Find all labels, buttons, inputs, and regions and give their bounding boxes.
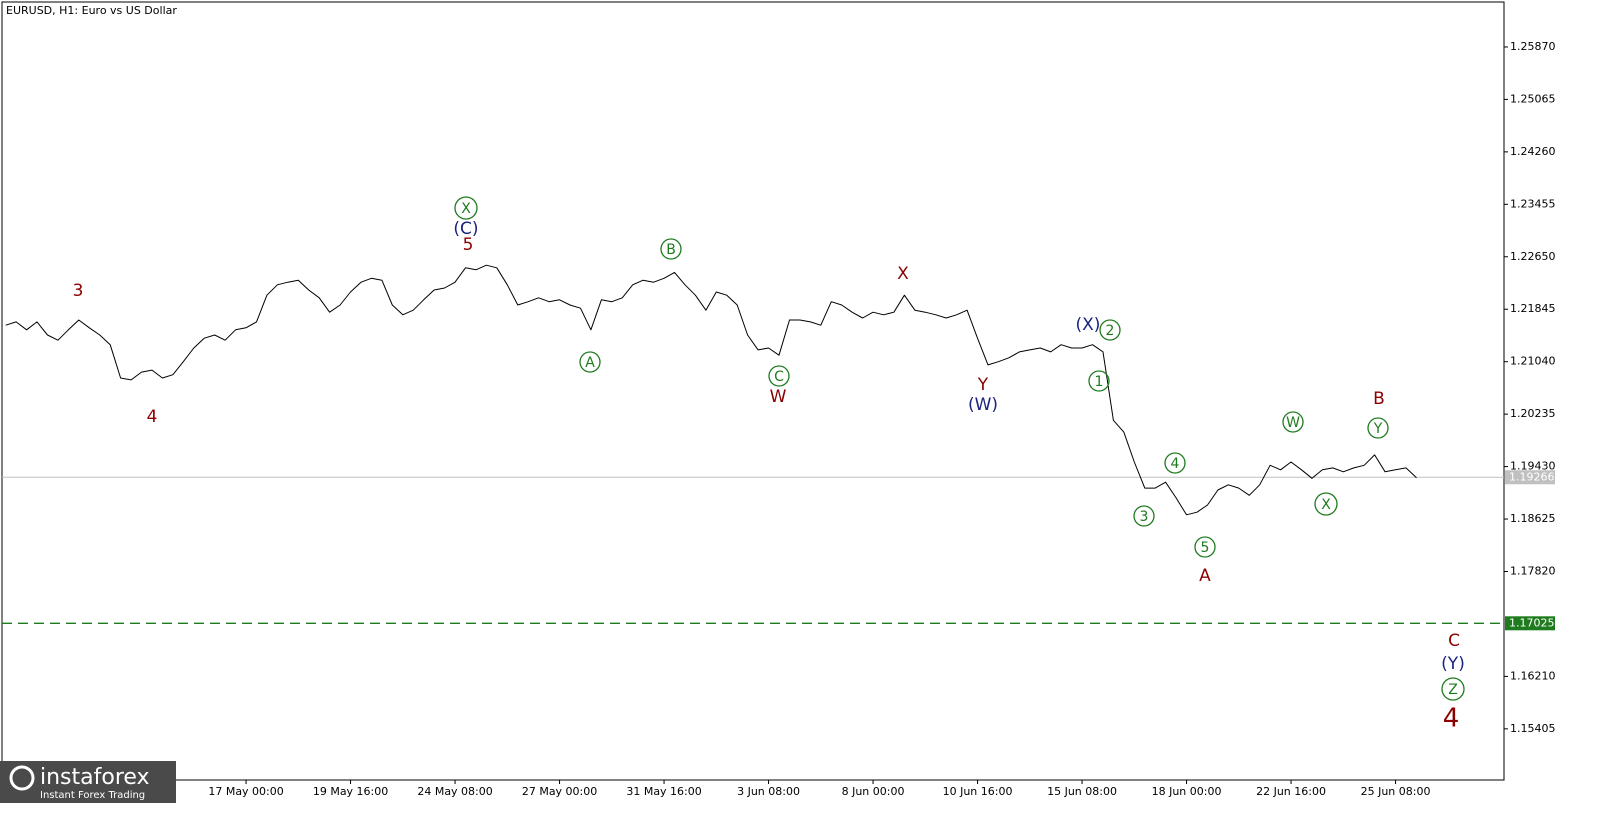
wave-label: (Y) (1441, 654, 1465, 674)
wave-label: Y (977, 375, 989, 395)
wave-circle (1282, 411, 1304, 433)
logo: instaforex Instant Forex Trading (0, 761, 176, 803)
y-tick-label: 1.24260 (1510, 145, 1556, 158)
y-tick-label: 1.18625 (1510, 512, 1556, 525)
wave-circle (1164, 452, 1186, 474)
wave-label: B (1373, 389, 1385, 409)
wave-label: 4 (147, 407, 158, 427)
level-label: 1.17025 (1509, 616, 1555, 629)
wave-circle (1133, 505, 1155, 527)
y-tick-label: 1.25065 (1510, 92, 1556, 105)
wave-circle (1314, 492, 1338, 516)
level-label-box (1505, 616, 1555, 631)
wave-circle (1441, 677, 1465, 701)
logo-tagline: Instant Forex Trading (40, 790, 145, 801)
x-tick-label: 31 May 16:00 (626, 785, 701, 798)
wave-circle (1367, 417, 1389, 439)
x-tick-label: 18 Jun 00:00 (1152, 785, 1222, 798)
plot-frame (1, 1, 1505, 781)
wave-label: 2 (1106, 323, 1115, 339)
wave-label: 4 (1443, 704, 1460, 734)
x-tick-label: 3 Jun 08:00 (737, 785, 800, 798)
wave-label: A (1199, 566, 1211, 586)
wave-circle (1088, 370, 1110, 392)
x-tick-label: 22 Jun 16:00 (1256, 785, 1326, 798)
wave-label: X (461, 201, 471, 217)
y-tick-label: 1.25870 (1510, 40, 1556, 53)
wave-label: W (770, 387, 787, 407)
wave-label: C (774, 369, 784, 385)
x-tick-label: 25 Jun 08:00 (1361, 785, 1431, 798)
wave-label: 5 (1201, 540, 1210, 556)
x-tick-label: 24 May 08:00 (417, 785, 492, 798)
wave-label: 4 (1171, 456, 1180, 472)
y-tick-label: 1.15405 (1510, 722, 1556, 735)
y-tick-label: 1.17820 (1510, 564, 1556, 577)
wave-label: B (666, 242, 676, 258)
x-tick-label: 10 Jun 16:00 (943, 785, 1013, 798)
price-line (5, 264, 1417, 516)
wave-label: 3 (1140, 509, 1149, 525)
wave-label: 3 (73, 281, 84, 301)
chart-title: EURUSD, H1: Euro vs US Dollar (6, 4, 177, 17)
wave-label: A (585, 355, 595, 371)
wave-circle (454, 196, 478, 220)
y-tick-label: 1.16210 (1510, 669, 1556, 682)
wave-circle (579, 351, 601, 373)
wave-circle (1194, 536, 1216, 558)
level-label-box (1505, 470, 1555, 485)
x-tick-label: 19 May 16:00 (313, 785, 388, 798)
wave-label: Y (1373, 421, 1383, 437)
x-tick-label: 27 May 00:00 (522, 785, 597, 798)
wave-label: 5 (463, 235, 474, 255)
wave-label: (W) (968, 395, 998, 415)
x-tick-label: 17 May 00:00 (208, 785, 283, 798)
y-tick-label: 1.23455 (1510, 197, 1556, 210)
wave-label: 1 (1095, 374, 1104, 390)
wave-label: X (897, 264, 909, 284)
wave-circle (1099, 319, 1121, 341)
wave-label: Z (1448, 682, 1458, 698)
y-tick-label: 1.21845 (1510, 302, 1556, 315)
wave-label: W (1286, 415, 1300, 431)
y-tick-label: 1.20235 (1510, 407, 1556, 420)
x-tick-label: 8 Jun 00:00 (842, 785, 905, 798)
level-label: 1.19266 (1509, 470, 1555, 483)
wave-circle (768, 365, 790, 387)
wave-label: (C) (453, 219, 478, 239)
wave-label: (X) (1076, 315, 1101, 335)
wave-label: X (1321, 497, 1331, 513)
wave-circle (660, 238, 682, 260)
y-tick-label: 1.22650 (1510, 250, 1556, 263)
logo-name: instaforex (40, 765, 150, 790)
wave-label: C (1448, 631, 1460, 651)
x-tick-label: 15 Jun 08:00 (1047, 785, 1117, 798)
logo-icon (9, 765, 35, 791)
y-tick-label: 1.19430 (1510, 460, 1556, 473)
y-tick-label: 1.21040 (1510, 355, 1556, 368)
